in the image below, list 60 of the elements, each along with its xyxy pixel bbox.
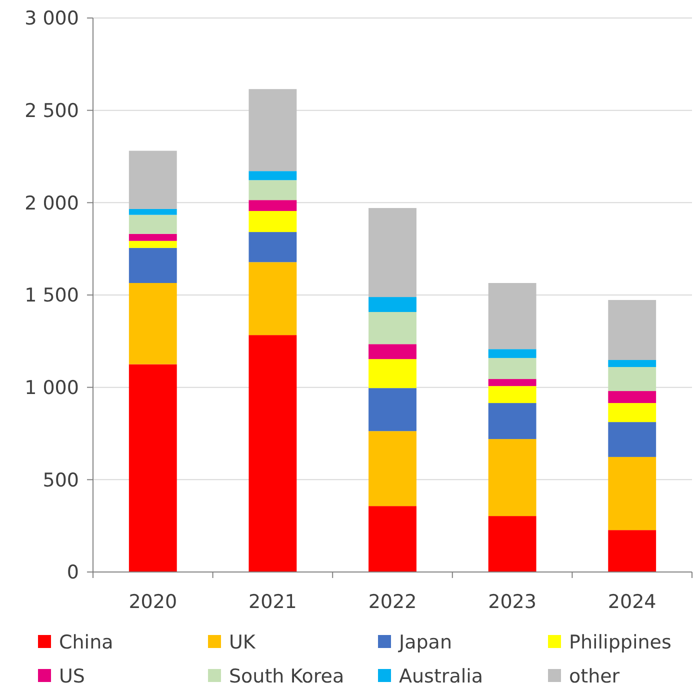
bar [128, 234, 177, 241]
x-tick-label: 2024 [608, 591, 656, 613]
x-tick-label: 2023 [488, 591, 536, 613]
bar [488, 282, 536, 350]
bar [488, 358, 536, 380]
bar [248, 180, 297, 200]
legend-label: Japan [398, 632, 452, 654]
bar [488, 516, 536, 572]
x-tick-label: 2022 [368, 591, 417, 613]
y-tick-label: 3 000 [24, 8, 79, 30]
bar [248, 210, 297, 232]
y-tick-label: 500 [42, 469, 79, 492]
y-tick-label: 2 000 [24, 192, 79, 214]
bar [488, 386, 536, 404]
bar [488, 349, 536, 358]
bar [368, 506, 416, 572]
x-tick-label: 2020 [128, 591, 178, 613]
bar [608, 422, 656, 457]
bar [128, 240, 177, 248]
legend-label: Philippines [569, 632, 672, 654]
bar [248, 200, 297, 211]
bar [368, 312, 416, 344]
bar [488, 379, 536, 386]
bar [128, 248, 177, 283]
bar [248, 262, 297, 336]
legend-label: Australia [399, 666, 484, 687]
bar [248, 171, 297, 180]
bar [368, 359, 416, 388]
bar [608, 391, 656, 404]
bar [608, 456, 656, 530]
y-tick-label: 1 500 [24, 284, 79, 307]
bar [488, 439, 536, 516]
bar [128, 150, 177, 209]
bar [368, 344, 416, 360]
bar [248, 89, 297, 172]
x-tick-label: 2021 [248, 591, 297, 613]
bar [128, 282, 177, 364]
bar [608, 367, 656, 392]
bar [128, 208, 177, 215]
legend-label: South Korea [229, 666, 344, 687]
bar [368, 208, 416, 298]
bar [368, 388, 416, 432]
bar [248, 232, 297, 262]
bar [488, 403, 536, 440]
bar [608, 360, 656, 368]
bar [128, 214, 177, 234]
bar [608, 403, 656, 422]
legend-label: other [569, 666, 620, 687]
bar [128, 364, 177, 572]
bar [248, 335, 297, 572]
legend-label: US [59, 666, 85, 687]
y-tick-label: 0 [66, 562, 79, 584]
bar [368, 431, 416, 506]
bar [608, 530, 656, 572]
y-tick-label: 2 500 [24, 100, 79, 122]
legend-label: China [59, 632, 114, 654]
bar [608, 300, 656, 360]
bar [368, 297, 416, 312]
legend-label: UK [229, 632, 256, 654]
y-tick-label: 1 000 [24, 376, 79, 399]
